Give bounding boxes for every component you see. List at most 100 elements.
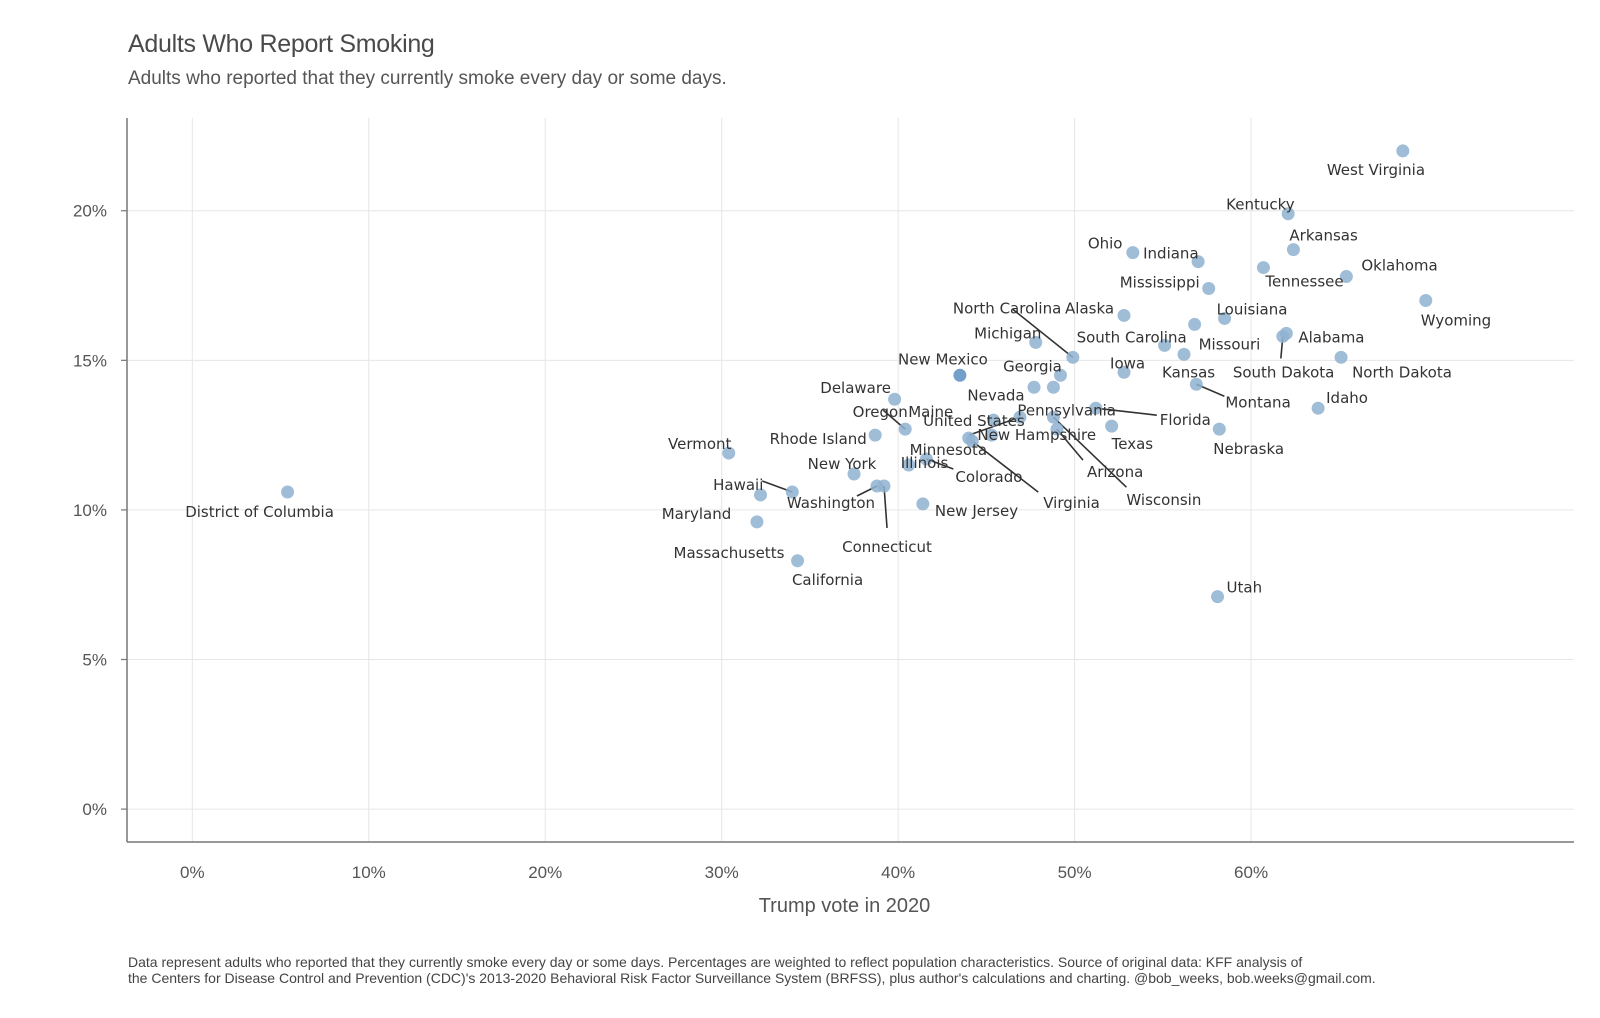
- point-maryland: [754, 488, 768, 502]
- x-tick-label: 0%: [180, 863, 205, 882]
- label-georgia: Georgia: [1003, 357, 1062, 375]
- connector-florida: [1095, 407, 1157, 416]
- point-louisiana: [1218, 311, 1232, 325]
- chart-subtitle: Adults who reported that they currently …: [128, 68, 727, 89]
- point-district-of-columbia: [281, 485, 295, 499]
- point-wisconsin: [1046, 410, 1060, 424]
- label-connecticut: Connecticut: [842, 538, 932, 556]
- point-south-carolina: [1158, 338, 1172, 352]
- point-oklahoma: [1339, 270, 1353, 284]
- label-arkansas: Arkansas: [1289, 227, 1358, 245]
- point-united-states: [1013, 410, 1027, 424]
- label-nevada: Nevada: [967, 386, 1024, 404]
- label-west-virginia: West Virginia: [1327, 161, 1425, 179]
- label-minnesota: Minnesota: [910, 441, 987, 459]
- point-labels: District of Columbia Vermont Hawaii Marylan…: [185, 161, 1491, 597]
- label-south-dakota: South Dakota: [1233, 363, 1335, 381]
- connector-north-carolina: [1012, 308, 1074, 358]
- label-michigan: Michigan: [974, 324, 1041, 342]
- x-tick-label: 40%: [881, 863, 915, 882]
- x-tick-label: 20%: [528, 863, 562, 882]
- label-virginia: Virginia: [1043, 494, 1100, 512]
- label-kansas: Kansas: [1162, 363, 1215, 381]
- label-idaho: Idaho: [1326, 389, 1368, 407]
- point-missouri: [1188, 317, 1202, 331]
- label-vermont: Vermont: [668, 435, 732, 453]
- label-missouri: Missouri: [1199, 335, 1261, 353]
- point-alabama: [1279, 326, 1293, 340]
- label-oregon: Oregon: [853, 403, 908, 421]
- label-massachusetts: Massachusetts: [674, 544, 785, 562]
- point-ohio: [1126, 246, 1140, 260]
- point-hawaii: [785, 485, 799, 499]
- point-new-jersey: [916, 497, 930, 511]
- point-virginia: [965, 434, 979, 448]
- label-nebraska: Nebraska: [1213, 440, 1284, 458]
- label-hawaii: Hawaii: [713, 476, 763, 494]
- point-minnesota: [985, 428, 999, 442]
- label-louisiana: Louisiana: [1217, 300, 1288, 318]
- label-new-york: New York: [808, 455, 877, 473]
- chart-title: Adults Who Report Smoking: [128, 30, 435, 58]
- point-nebraska: [1212, 422, 1226, 436]
- grid-lines: [127, 118, 1574, 842]
- point-massachusetts: [750, 515, 764, 529]
- point-iowa: [1117, 365, 1131, 379]
- point-connecticut: [877, 479, 891, 493]
- label-montana: Montana: [1225, 393, 1290, 411]
- scatter-chart: 0% 10% 20% 30% 40% 50% 60% 0% 5% 10% 15% 20% Distri…: [73, 118, 1574, 917]
- label-colorado: Colorado: [955, 468, 1022, 486]
- label-iowa: Iowa: [1110, 354, 1145, 372]
- label-utah: Utah: [1227, 579, 1263, 597]
- x-tick-label: 10%: [352, 863, 386, 882]
- label-indiana: Indiana: [1143, 245, 1199, 263]
- label-maine: Maine: [908, 403, 953, 421]
- label-california: California: [792, 571, 863, 589]
- point-michigan: [1029, 335, 1043, 349]
- axes: [121, 118, 1574, 843]
- point-new-york: [847, 467, 861, 481]
- connector-connecticut: [883, 485, 888, 529]
- label-alaska: Alaska: [1065, 299, 1114, 317]
- point-colorado: [919, 452, 933, 466]
- label-north-dakota: North Dakota: [1352, 363, 1452, 381]
- connector-wisconsin: [1052, 416, 1127, 488]
- label-tennessee: Tennessee: [1264, 273, 1343, 291]
- label-pennsylvania: Pennsylvania: [1017, 401, 1116, 419]
- point-montana: [1189, 377, 1203, 391]
- y-tick-label: 5%: [82, 651, 107, 670]
- label-united-states: United States: [923, 412, 1025, 430]
- point-texas: [1105, 419, 1119, 433]
- label-new-mexico: New Mexico: [898, 350, 988, 368]
- point-oregon: [898, 422, 912, 436]
- point-kentucky: [1281, 207, 1295, 221]
- point-kansas: [1177, 347, 1191, 361]
- point-indiana: [1191, 255, 1205, 269]
- x-tick-label: 50%: [1058, 863, 1092, 882]
- label-rhode-island: Rhode Island: [770, 430, 867, 448]
- point-idaho: [1311, 401, 1325, 415]
- point-nevada: [1027, 380, 1041, 394]
- x-tick-label: 30%: [705, 863, 739, 882]
- y-tick-label: 10%: [73, 501, 107, 520]
- y-tick-label: 0%: [82, 800, 107, 819]
- point-mississippi: [1202, 282, 1216, 296]
- y-tick-label: 15%: [73, 351, 107, 370]
- label-kentucky: Kentucky: [1226, 196, 1295, 214]
- caption-line: Data represent adults who reported that …: [128, 954, 1303, 970]
- point-north-carolina: [1066, 350, 1080, 364]
- point-florida: [1089, 401, 1103, 415]
- y-tick-label: 20%: [73, 202, 107, 221]
- point-west-virginia: [1396, 144, 1410, 158]
- label-mississippi: Mississippi: [1120, 274, 1200, 292]
- label-south-carolina: South Carolina: [1077, 328, 1187, 346]
- point-new-hampshire: [986, 413, 1000, 427]
- label-wyoming: Wyoming: [1421, 311, 1491, 329]
- label-delaware: Delaware: [820, 379, 891, 397]
- point-arkansas: [1286, 243, 1300, 257]
- label-florida: Florida: [1160, 411, 1211, 429]
- connector-arizona: [1056, 428, 1084, 461]
- label-new-hampshire: New Hampshire: [977, 426, 1096, 444]
- point-wyoming: [1419, 293, 1433, 307]
- label-district-of-columbia: District of Columbia: [185, 503, 334, 521]
